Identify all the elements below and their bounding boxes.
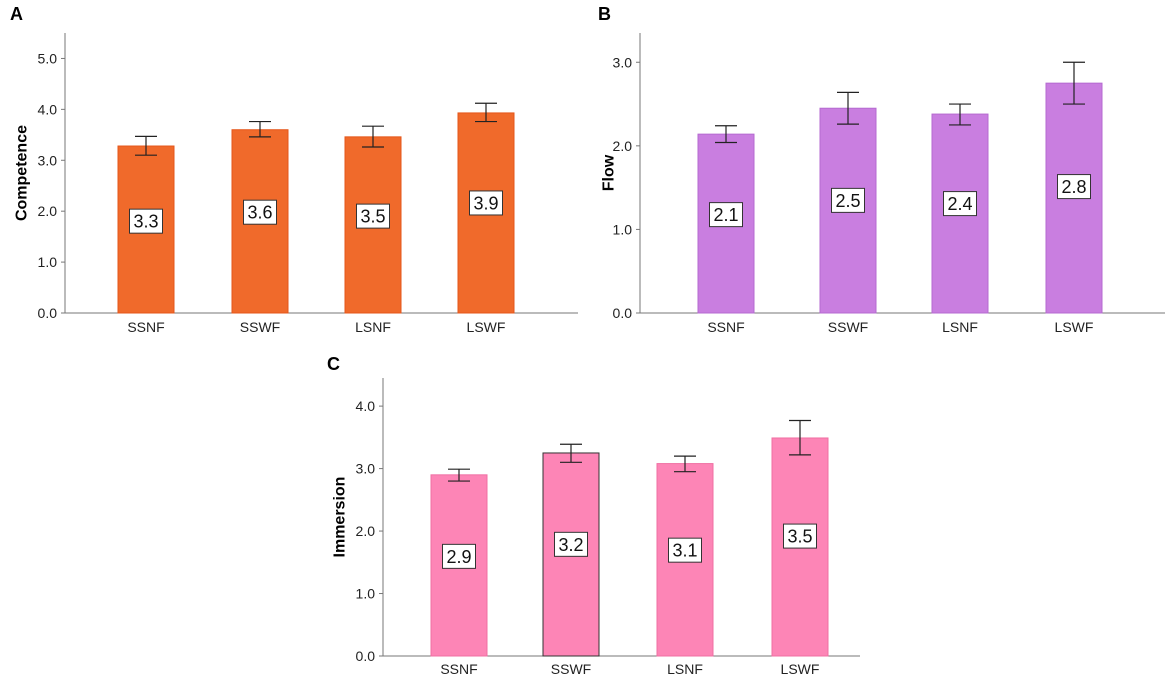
x-tick-label-sswf: SSWF	[551, 661, 591, 677]
svg-text:3.6: 3.6	[247, 203, 272, 223]
y-tick-label: 2.0	[356, 523, 376, 539]
error-bar-lsnf	[674, 455, 696, 473]
panel-letter: C	[327, 354, 340, 374]
error-bar-ssnf	[715, 125, 737, 144]
svg-text:2.1: 2.1	[713, 205, 738, 225]
y-tick-label: 4.0	[356, 398, 376, 414]
x-tick-label-lsnf: LSNF	[667, 661, 703, 677]
svg-text:2.9: 2.9	[446, 547, 471, 567]
y-tick-label: 0.0	[613, 305, 633, 321]
error-bar-ssnf	[448, 468, 470, 482]
chart-panel-a: A 0.0 1.0 2.0 3.0 4.0 5.0 Competence 3.3 SSNF 3.6 S…	[10, 4, 578, 335]
bar-ssnf	[697, 133, 755, 314]
y-axis-title: Immersion	[332, 477, 349, 558]
error-bar-lsnf	[362, 125, 384, 148]
panel-letter: A	[10, 4, 23, 24]
svg-text:3.5: 3.5	[360, 207, 385, 227]
y-tick-label: 4.0	[38, 101, 58, 117]
error-bar-ssnf	[135, 135, 157, 156]
svg-text:3.9: 3.9	[473, 193, 498, 213]
chart-panel-b: B 0.0 1.0 2.0 3.0 Flow 2.1 SSNF 2.5 SSWF 2.4 LSNF 2.…	[598, 4, 1165, 335]
x-tick-label-ssnf: SSNF	[707, 319, 744, 335]
panel-letter: B	[598, 4, 611, 24]
error-bar-lswf	[789, 419, 811, 456]
x-tick-label-lswf: LSWF	[1055, 319, 1094, 335]
svg-text:2.4: 2.4	[947, 194, 972, 214]
data-label-sswf: 2.5	[831, 187, 865, 213]
bar-lsnf	[931, 113, 989, 314]
y-axis-title: Flow	[601, 154, 618, 191]
y-tick-label: 0.0	[356, 648, 376, 664]
x-tick-label-lsnf: LSNF	[355, 319, 391, 335]
x-tick-label-sswf: SSWF	[240, 319, 280, 335]
data-label-lswf: 3.9	[469, 190, 503, 216]
error-bar-lsnf	[949, 103, 971, 126]
x-tick-label-lsnf: LSNF	[942, 319, 978, 335]
data-label-lsnf: 3.1	[668, 537, 702, 563]
error-bar-sswf	[837, 91, 859, 125]
data-label-sswf: 3.6	[243, 199, 277, 225]
svg-text:3.1: 3.1	[672, 541, 697, 561]
error-bar-sswf	[249, 120, 271, 138]
svg-text:3.2: 3.2	[558, 535, 583, 555]
y-tick-label: 1.0	[356, 586, 376, 602]
svg-text:2.8: 2.8	[1061, 177, 1086, 197]
x-tick-label-ssnf: SSNF	[440, 661, 477, 677]
svg-text:3.3: 3.3	[133, 212, 158, 232]
data-label-sswf: 3.2	[554, 531, 588, 557]
y-tick-label: 3.0	[38, 152, 58, 168]
data-label-lsnf: 2.4	[943, 191, 977, 217]
y-tick-label: 1.0	[38, 254, 58, 270]
y-tick-label: 5.0	[38, 50, 58, 66]
x-tick-label-lswf: LSWF	[467, 319, 506, 335]
data-label-lswf: 3.5	[783, 523, 817, 549]
x-tick-label-ssnf: SSNF	[127, 319, 164, 335]
error-bar-sswf	[560, 443, 582, 463]
data-label-lsnf: 3.5	[356, 203, 390, 229]
data-label-ssnf: 2.9	[442, 543, 476, 569]
data-label-lswf: 2.8	[1057, 174, 1091, 200]
svg-text:2.5: 2.5	[835, 191, 860, 211]
x-tick-label-sswf: SSWF	[828, 319, 868, 335]
chart-panel-c: C 0.0 1.0 2.0 3.0 4.0 Immersion 2.9 SSNF 3.2 SSWF 3…	[327, 354, 860, 677]
y-tick-label: 1.0	[613, 221, 633, 237]
y-tick-label: 3.0	[613, 54, 633, 70]
data-label-ssnf: 3.3	[129, 208, 163, 234]
y-tick-label: 2.0	[613, 138, 633, 154]
error-bar-lswf	[475, 102, 497, 123]
y-axis-title: Competence	[14, 125, 31, 221]
data-label-ssnf: 2.1	[709, 202, 743, 228]
error-bar-lswf	[1063, 61, 1085, 105]
svg-text:3.5: 3.5	[787, 527, 812, 547]
y-tick-label: 2.0	[38, 203, 58, 219]
y-tick-label: 3.0	[356, 461, 376, 477]
y-tick-label: 0.0	[38, 305, 58, 321]
x-tick-label-lswf: LSWF	[781, 661, 820, 677]
